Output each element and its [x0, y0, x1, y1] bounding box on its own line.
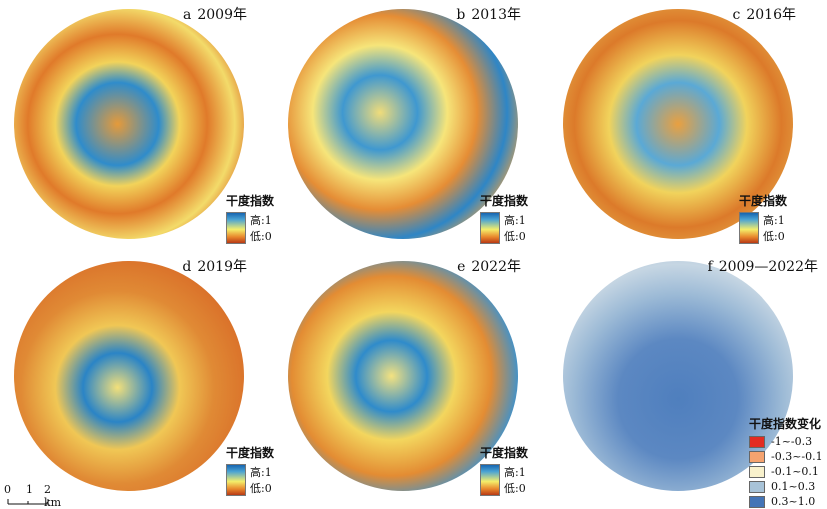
change-legend: 干度指数变化 -1~-0.3 -0.3~-0.1 -0.1~0.1 0.1~0.… [749, 415, 823, 509]
legend-swatch [749, 495, 765, 508]
map-panel-c: c 2016年 干度指数 高:1 低:0 [551, 0, 826, 252]
scale-bar: 0 1 2 km [4, 483, 64, 509]
legend-class: -0.3~-0.1 [749, 449, 823, 464]
legend-class: 0.3~1.0 [749, 494, 823, 509]
color-ramp [739, 212, 759, 244]
legend-title: 干度指数 [739, 194, 788, 208]
legend-class: -0.1~0.1 [749, 464, 823, 479]
legend-title: 干度指数 [480, 446, 529, 460]
legend-high-label: 高:1 [504, 214, 526, 227]
legend-low-label: 低:0 [504, 230, 526, 243]
scale-tick-1: 1 [26, 483, 33, 496]
legend-low-label: 低:0 [504, 482, 526, 495]
legend-swatch [749, 465, 765, 478]
map-panel-d: d 2019年 干度指数 高:1 低:0 [2, 252, 277, 504]
scale-tick-2: 2 km [44, 483, 62, 509]
scale-bar-line [7, 499, 49, 505]
panel-title-a: a 2009年 [183, 7, 247, 23]
legend-swatch [749, 480, 765, 493]
scale-tick-0: 0 [4, 483, 11, 496]
legend-high-label: 高:1 [763, 214, 785, 227]
legend-title: 干度指数 [226, 194, 275, 208]
legend-low-label: 低:0 [250, 230, 272, 243]
color-ramp [480, 464, 500, 496]
legend-d: 干度指数 高:1 低:0 [226, 444, 274, 496]
panel-title-b: b 2013年 [456, 7, 521, 23]
legend-a: 干度指数 高:1 低:0 [226, 192, 274, 244]
legend-low-label: 低:0 [250, 482, 272, 495]
map-panel-e: e 2022年 干度指数 高:1 低:0 [276, 252, 551, 504]
dryness-change-map [563, 261, 793, 491]
map-panel-f: f 2009—2022年 [551, 252, 826, 504]
legend-class: -1~-0.3 [749, 434, 823, 449]
dryness-map-d [14, 261, 244, 491]
panel-title-f: f 2009—2022年 [707, 259, 818, 275]
legend-b: 干度指数 高:1 低:0 [480, 192, 528, 244]
legend-high-label: 高:1 [504, 466, 526, 479]
legend-swatch [749, 450, 765, 463]
legend-swatch [749, 435, 765, 448]
panel-title-d: d 2019年 [182, 259, 247, 275]
legend-title: 干度指数 [480, 194, 529, 208]
panel-title-e: e 2022年 [457, 259, 521, 275]
map-panel-a: a 2009年 干度指数 高:1 低:0 [2, 0, 277, 252]
color-ramp [480, 212, 500, 244]
legend-high-label: 高:1 [250, 214, 272, 227]
legend-title: 干度指数 [226, 446, 275, 460]
change-legend-title: 干度指数变化 [749, 417, 822, 431]
dryness-map-c [563, 9, 793, 239]
legend-class: 0.1~0.3 [749, 479, 823, 494]
legend-low-label: 低:0 [763, 230, 785, 243]
dryness-map-b [288, 9, 518, 239]
dryness-map-e [288, 261, 518, 491]
legend-c: 干度指数 高:1 低:0 [739, 192, 787, 244]
panel-title-c: c 2016年 [732, 7, 796, 23]
map-panel-b: b 2013年 干度指数 高:1 低:0 [276, 0, 551, 252]
legend-e: 干度指数 高:1 低:0 [480, 444, 528, 496]
color-ramp [226, 464, 246, 496]
dryness-map-a [14, 9, 244, 239]
color-ramp [226, 212, 246, 244]
legend-high-label: 高:1 [250, 466, 272, 479]
